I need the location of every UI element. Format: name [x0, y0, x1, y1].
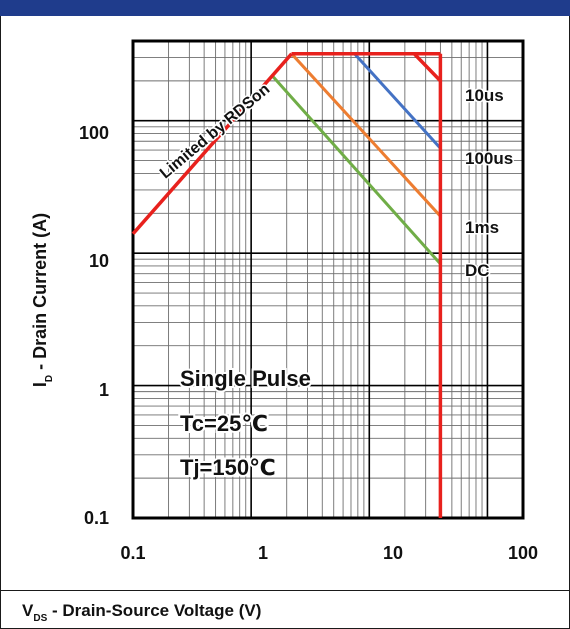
series-label-10us: 10us [465, 86, 504, 105]
x-axis-title-rest: - Drain-Source Voltage (V) [47, 601, 262, 620]
y-axis-title: ID - Drain Current (A) [30, 213, 55, 387]
footer-divider [0, 590, 570, 591]
x-tick-label: 10 [383, 543, 403, 563]
series-layer [131, 52, 443, 518]
series-label-dc: DC [465, 261, 490, 280]
x-tick-label: 1 [258, 543, 268, 563]
rdson-annotation: Limited by RDSon [157, 81, 273, 183]
y-tick-label: 0.1 [84, 508, 109, 528]
series-line-10us [291, 52, 442, 83]
y-tick-label: 10 [89, 251, 109, 271]
series-label-1ms: 1ms [465, 218, 499, 237]
y-axis-title-sub: D [44, 375, 55, 382]
series-label-100us: 100us [465, 149, 513, 168]
series-line-1ms [290, 52, 442, 218]
x-axis-title-main: V [22, 601, 34, 620]
y-axis-title-rest: - Drain Current (A) [30, 213, 50, 375]
series-line-dc [270, 74, 442, 265]
series-line-100us [353, 52, 442, 150]
soa-chart: 0.1 1 10 100 0.1 1 10 100 ID - Drain Cur… [30, 39, 538, 563]
limit-line-rdson-limit [131, 52, 293, 235]
annotation-tc: Tc=25℃ [180, 411, 268, 436]
x-axis-title-sub: DS [33, 613, 48, 624]
annotation-tj: Tj=150℃ [180, 455, 276, 480]
y-tick-label: 1 [99, 380, 109, 400]
tick-labels: 0.1 1 10 100 0.1 1 10 100 [79, 123, 538, 563]
header-bar [0, 0, 570, 16]
y-axis-title-main: I [30, 382, 50, 387]
x-axis-title-area: VDS - Drain-Source Voltage (V) [0, 591, 570, 629]
x-axis-title: VDS - Drain-Source Voltage (V) [22, 601, 262, 624]
x-tick-label: 100 [508, 543, 538, 563]
annotation-single-pulse: Single Pulse [180, 366, 311, 391]
x-tick-label: 0.1 [120, 543, 145, 563]
plot-border [131, 39, 525, 520]
y-tick-label: 100 [79, 123, 109, 143]
